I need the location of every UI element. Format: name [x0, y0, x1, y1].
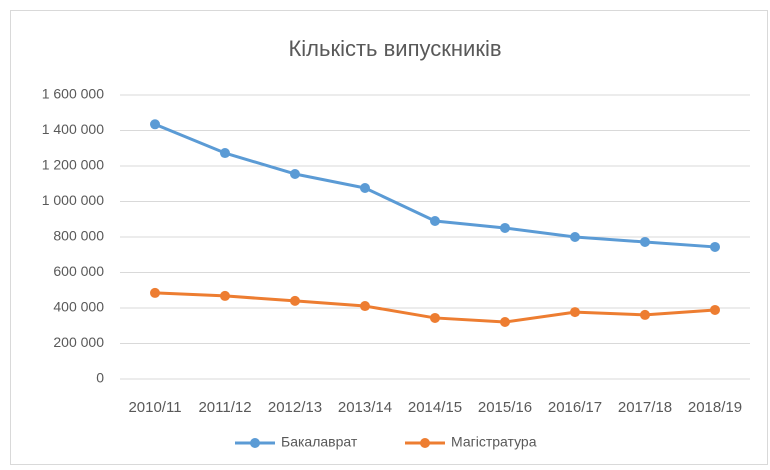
data-point: [290, 168, 300, 179]
y-tick-label: 400 000: [53, 299, 104, 315]
data-point: [570, 307, 580, 318]
x-tick-label: 2012/13: [268, 399, 322, 416]
y-tick-label: 0: [96, 370, 104, 386]
y-tick-label: 1 000 000: [42, 192, 104, 208]
data-point: [500, 317, 510, 328]
x-tick-label: 2013/14: [338, 399, 392, 416]
data-point: [710, 304, 720, 315]
x-tick-label: 2017/18: [618, 399, 672, 416]
data-point: [640, 236, 650, 247]
x-tick-label: 2011/12: [198, 399, 251, 416]
data-point: [290, 295, 300, 306]
data-point: [430, 312, 440, 323]
y-tick-label: 1 600 000: [42, 86, 104, 102]
data-point: [150, 287, 160, 298]
legend-label: Магістратура: [451, 434, 537, 450]
data-point: [360, 301, 370, 312]
y-tick-label: 600 000: [53, 263, 104, 279]
y-tick-label: 1 400 000: [42, 121, 104, 137]
data-point: [640, 309, 650, 320]
y-tick-label: 1 200 000: [42, 157, 104, 173]
chart-title: Кількість випускників: [288, 36, 501, 61]
x-tick-label: 2014/15: [408, 399, 462, 416]
data-point: [360, 183, 370, 194]
x-tick-label: 2015/16: [478, 399, 532, 416]
x-tick-label: 2018/19: [688, 399, 742, 416]
legend-marker: [420, 438, 430, 448]
legend-marker: [250, 438, 260, 448]
data-point: [710, 241, 720, 252]
data-point: [220, 148, 230, 159]
legend-label: Бакалаврат: [281, 434, 358, 450]
data-point: [570, 232, 580, 242]
data-point: [220, 290, 230, 301]
y-tick-label: 800 000: [53, 228, 104, 244]
x-tick-label: 2016/17: [548, 399, 602, 416]
y-tick-label: 200 000: [53, 334, 104, 350]
data-point: [150, 119, 160, 130]
data-point: [430, 216, 440, 227]
x-tick-label: 2010/11: [128, 399, 181, 416]
data-point: [500, 222, 510, 233]
